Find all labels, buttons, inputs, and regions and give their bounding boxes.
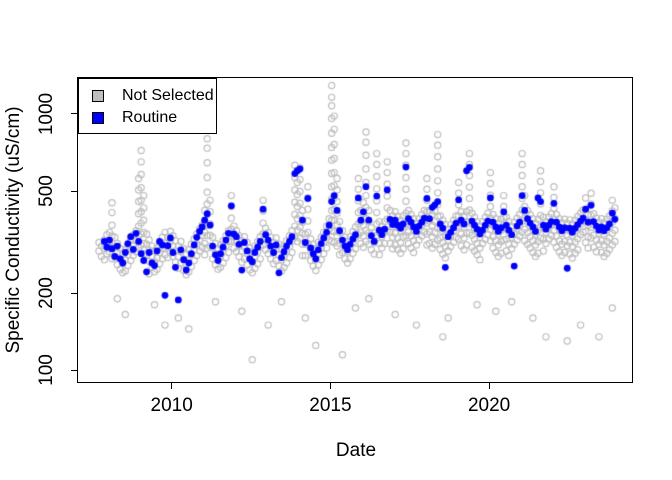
x-tick-mark	[171, 382, 173, 389]
x-tick-mark	[488, 382, 490, 389]
legend-item-routine: Routine	[79, 107, 216, 129]
y-tick-mark	[71, 113, 78, 115]
y-tick-label: 200	[36, 277, 57, 309]
y-tick-mark	[71, 292, 78, 294]
y-tick-mark	[71, 190, 78, 192]
y-tick-label: 1000	[36, 92, 57, 135]
x-tick-label: 2015	[309, 395, 352, 416]
y-axis-title: Specific Conductivity (uS/cm)	[3, 106, 24, 354]
y-tick-label: 500	[36, 175, 57, 207]
x-tick-label: 2010	[150, 395, 193, 416]
x-tick-mark	[329, 382, 331, 389]
y-tick-mark	[71, 369, 78, 371]
x-tick-label: 2020	[467, 395, 511, 416]
not-selected-swatch-icon	[92, 90, 104, 102]
x-axis-title: Date	[335, 440, 377, 461]
legend-label: Not Selected	[122, 87, 214, 104]
legend-item-not-selected: Not Selected	[79, 85, 216, 107]
legend-box: Not Selected Routine	[78, 78, 217, 134]
y-tick-label: 100	[36, 354, 57, 387]
routine-swatch-icon	[92, 112, 104, 124]
legend-label: Routine	[122, 109, 178, 126]
